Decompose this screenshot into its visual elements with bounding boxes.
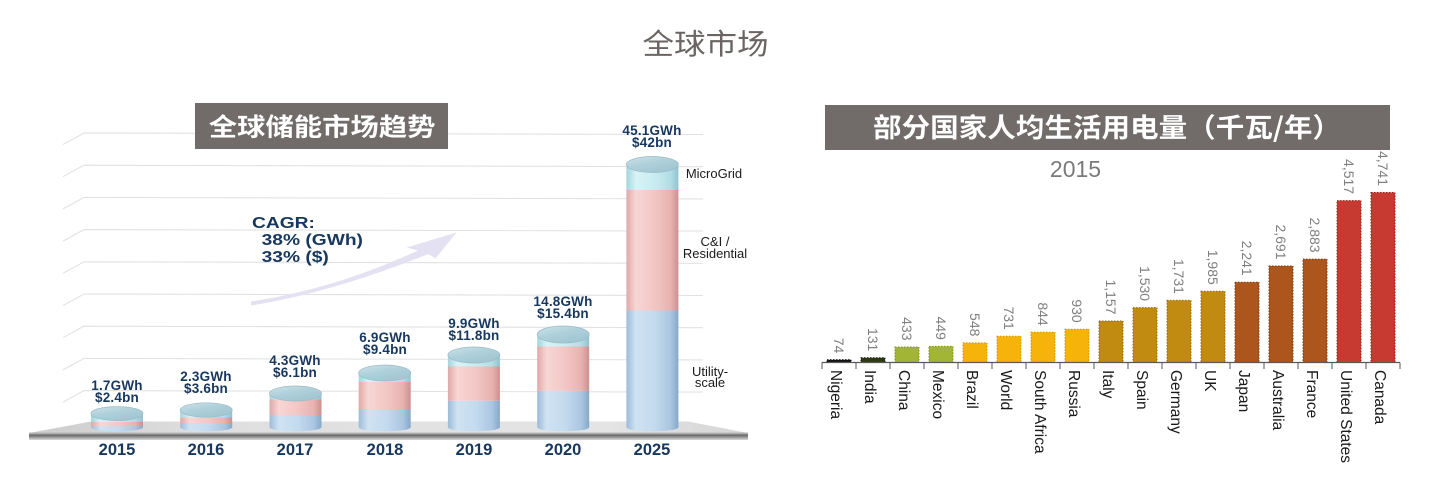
- svg-text:Russia: Russia: [1065, 370, 1082, 418]
- svg-text:Canada: Canada: [1371, 370, 1388, 425]
- svg-text:Mexico: Mexico: [929, 370, 946, 419]
- svg-text:2,241: 2,241: [1239, 241, 1255, 276]
- svg-text:930: 930: [1069, 299, 1085, 323]
- svg-text:4,517: 4,517: [1341, 159, 1357, 194]
- svg-text:Australia: Australia: [1269, 370, 1286, 431]
- svg-text:131: 131: [865, 328, 881, 352]
- svg-text:United States: United States: [1337, 370, 1354, 463]
- svg-text:433: 433: [899, 317, 915, 341]
- svg-text:Brazil: Brazil: [963, 370, 980, 409]
- svg-text:844: 844: [1035, 302, 1051, 326]
- svg-text:2015: 2015: [1050, 156, 1101, 182]
- svg-text:Germany: Germany: [1167, 370, 1184, 434]
- svg-text:Italy: Italy: [1099, 370, 1116, 399]
- svg-text:1,157: 1,157: [1103, 279, 1119, 314]
- svg-text:548: 548: [967, 313, 983, 337]
- svg-text:China: China: [895, 370, 912, 411]
- svg-text:2,883: 2,883: [1307, 218, 1323, 253]
- svg-text:1,731: 1,731: [1171, 259, 1187, 294]
- svg-text:India: India: [861, 370, 878, 404]
- svg-text:Spain: Spain: [1133, 370, 1150, 410]
- svg-text:74: 74: [831, 338, 847, 354]
- svg-text:731: 731: [1001, 306, 1017, 330]
- svg-text:South Africa: South Africa: [1031, 370, 1048, 454]
- svg-text:World: World: [997, 370, 1014, 410]
- svg-text:Nigeria: Nigeria: [827, 370, 844, 419]
- svg-text:1,530: 1,530: [1137, 266, 1153, 301]
- svg-text:France: France: [1303, 370, 1320, 418]
- svg-text:UK: UK: [1201, 370, 1218, 392]
- svg-text:449: 449: [933, 317, 949, 341]
- svg-text:1,985: 1,985: [1205, 250, 1221, 285]
- svg-text:2,691: 2,691: [1273, 224, 1289, 259]
- svg-text:4,741: 4,741: [1375, 151, 1391, 186]
- svg-text:Japan: Japan: [1235, 370, 1252, 412]
